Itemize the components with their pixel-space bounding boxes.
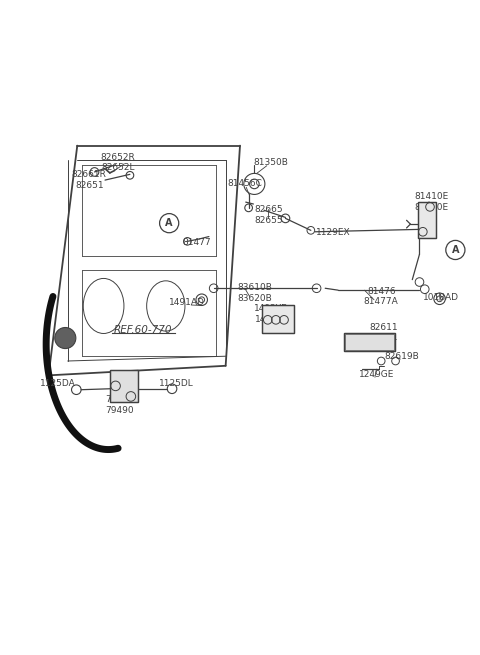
Text: 81410E
81420E: 81410E 81420E: [414, 193, 449, 212]
Text: 1125DA: 1125DA: [40, 379, 76, 388]
Text: 1129EX: 1129EX: [316, 228, 350, 237]
Text: 81456C: 81456C: [228, 179, 262, 189]
Circle shape: [159, 214, 179, 233]
Text: 1249GE: 1249GE: [359, 370, 394, 379]
Text: 82661R
82651: 82661R 82651: [72, 170, 107, 190]
Bar: [110, 369, 138, 402]
Circle shape: [446, 240, 465, 259]
Circle shape: [55, 328, 76, 348]
Text: 81350B: 81350B: [253, 158, 288, 167]
Text: 1491AD: 1491AD: [168, 297, 204, 307]
Text: 81477: 81477: [182, 238, 211, 247]
Text: 1125DL: 1125DL: [159, 379, 194, 388]
Bar: [418, 202, 436, 238]
Bar: [110, 369, 138, 402]
Text: 1492YE
1492YF: 1492YE 1492YF: [254, 305, 288, 324]
Text: 82665
82655: 82665 82655: [254, 205, 283, 225]
Bar: [262, 305, 294, 333]
Text: 83610B
83620B: 83610B 83620B: [237, 284, 272, 303]
Bar: [345, 334, 394, 350]
Bar: [344, 333, 395, 352]
Text: 1018AD: 1018AD: [423, 293, 459, 303]
Bar: [418, 202, 436, 238]
Text: 81476
81477A: 81476 81477A: [364, 287, 398, 306]
Text: REF.60-770: REF.60-770: [114, 326, 173, 335]
Bar: [262, 305, 294, 333]
Text: 82652R
82652L: 82652R 82652L: [101, 153, 135, 172]
Text: A: A: [452, 245, 459, 255]
Text: 82611
82621: 82611 82621: [369, 322, 398, 342]
Text: A: A: [166, 218, 173, 228]
Text: 82619B: 82619B: [384, 352, 419, 361]
Text: 79480
79490: 79480 79490: [105, 396, 134, 415]
Bar: [344, 333, 395, 352]
